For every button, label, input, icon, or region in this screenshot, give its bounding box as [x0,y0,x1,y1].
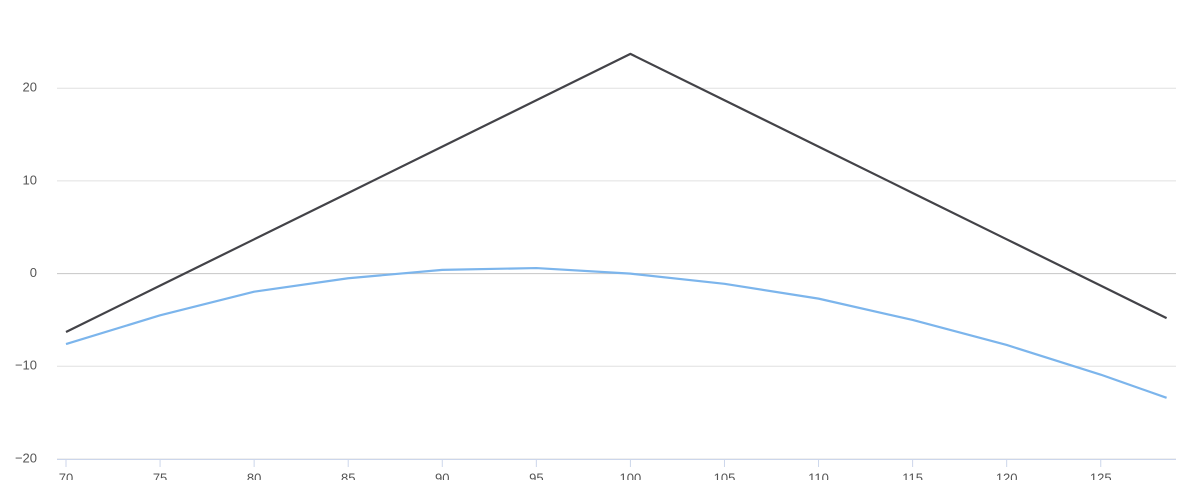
y-tick-label: 0 [30,265,37,280]
x-tick-label: 75 [153,470,167,480]
x-tick-label: 95 [529,470,543,480]
series-line [65,266,1167,399]
x-tick-label: 100 [620,470,642,480]
x-tick-label: 70 [59,470,73,480]
y-tick-label: −10 [15,358,37,373]
x-tick-label: 105 [714,470,736,480]
x-tick-label: 110 [808,470,829,480]
y-tick-label: 10 [23,172,37,187]
x-tick-label: 90 [435,470,449,480]
x-tick-label: 115 [902,470,923,480]
x-tick-label: 80 [247,470,261,480]
y-tick-label: −20 [15,450,37,465]
y-tick-label: 30 [23,0,37,2]
y-tick-label: 20 [23,80,37,95]
x-tick-label: 125 [1090,470,1112,480]
x-tick-label: 85 [341,470,355,480]
x-tick-label: 120 [996,470,1018,480]
series-line [65,52,1168,333]
